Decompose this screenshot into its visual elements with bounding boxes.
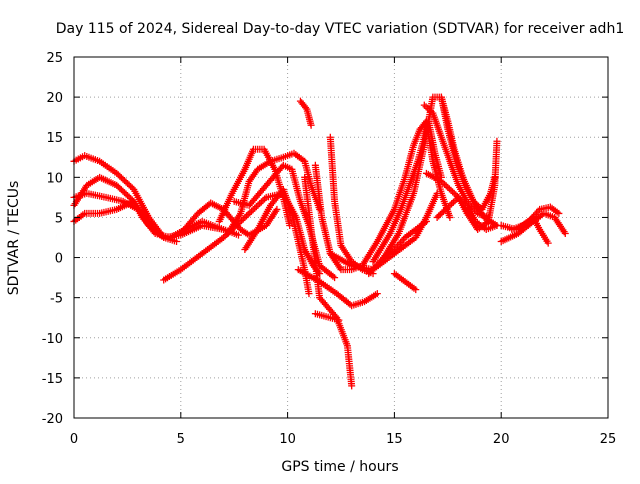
data-point-markers bbox=[390, 270, 420, 294]
series-track-11 bbox=[296, 97, 315, 129]
x-tick-label: 15 bbox=[386, 432, 403, 447]
data-point-markers bbox=[422, 169, 501, 233]
series-track-16 bbox=[294, 266, 381, 310]
x-tick-label: 5 bbox=[177, 432, 185, 447]
y-tick-label: 15 bbox=[46, 131, 63, 146]
data-point-markers bbox=[420, 101, 492, 221]
data-point-markers bbox=[296, 97, 315, 129]
y-tick-label: -5 bbox=[50, 292, 63, 307]
x-tick-label: 25 bbox=[600, 432, 617, 447]
series-track-29 bbox=[390, 270, 420, 294]
series-track-7 bbox=[224, 149, 324, 237]
y-tick-label: 10 bbox=[46, 171, 63, 186]
series-track-22 bbox=[420, 101, 492, 221]
x-axis-title: GPS time / hours bbox=[281, 459, 398, 475]
y-tick-label: -20 bbox=[42, 412, 63, 427]
y-tick-label: 0 bbox=[55, 252, 63, 267]
data-point-markers bbox=[311, 310, 343, 324]
x-tick-label: 0 bbox=[70, 432, 78, 447]
series-track-28 bbox=[508, 213, 552, 247]
chart-title: Day 115 of 2024, Sidereal Day-to-day VTE… bbox=[56, 21, 624, 37]
series-track-15 bbox=[311, 310, 343, 324]
series-track-25 bbox=[422, 169, 501, 233]
x-tick-label: 10 bbox=[279, 432, 296, 447]
plot-frame bbox=[73, 56, 609, 419]
data-point-markers bbox=[224, 149, 324, 237]
x-tick-label: 20 bbox=[493, 432, 510, 447]
y-tick-label: 25 bbox=[46, 51, 63, 66]
data-point-markers bbox=[508, 213, 552, 247]
ticks-layer: 0 5 10 15 20 25 -20 -15 -10 -5 0 5 10 15 20 25 bbox=[42, 51, 617, 447]
y-axis-title: SDTVAR / TECUs bbox=[6, 181, 22, 296]
y-tick-label: -15 bbox=[42, 372, 63, 387]
y-tick-label: 5 bbox=[55, 211, 63, 226]
data-point-markers bbox=[294, 266, 381, 310]
y-tick-label: -10 bbox=[42, 332, 63, 347]
y-tick-label: 20 bbox=[46, 91, 63, 106]
